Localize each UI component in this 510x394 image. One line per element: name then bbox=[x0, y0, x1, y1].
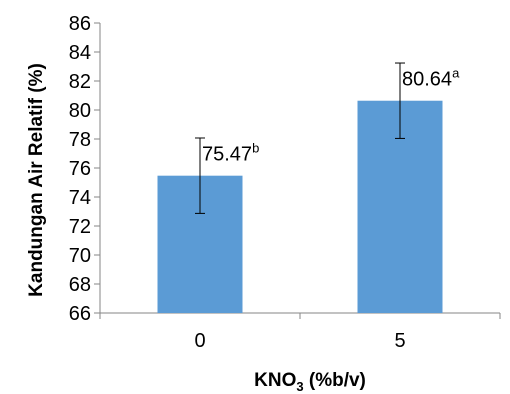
x-axis-title: KNO3 (%b/v) bbox=[254, 370, 366, 394]
y-axis: 66 68 70 72 74 76 78 80 82 84 86 bbox=[69, 13, 101, 325]
y-tick-label: 74 bbox=[69, 187, 91, 209]
x-axis-title-subscript: 3 bbox=[296, 379, 303, 394]
y-tick-label: 66 bbox=[69, 303, 91, 325]
y-tick-label: 80 bbox=[69, 100, 91, 122]
y-tick-label: 78 bbox=[69, 129, 91, 151]
x-tick-label: 0 bbox=[194, 330, 205, 352]
x-axis-title-main: KNO bbox=[254, 370, 296, 391]
y-axis-title: Kandungan Air Relatif (%) bbox=[26, 63, 47, 297]
data-label: 75.47b bbox=[202, 141, 259, 166]
y-tick-label: 82 bbox=[69, 71, 91, 93]
data-labels: 75.47b 80.64a bbox=[202, 66, 460, 166]
x-tick-label: 5 bbox=[394, 330, 405, 352]
data-label: 80.64a bbox=[402, 66, 460, 91]
x-axis-title-rest: (%b/v) bbox=[304, 370, 366, 391]
y-tick-label: 70 bbox=[69, 245, 91, 267]
y-tick-label: 86 bbox=[69, 13, 91, 35]
y-tick-label: 72 bbox=[69, 216, 91, 238]
error-bars bbox=[195, 62, 405, 214]
y-tick-label: 76 bbox=[69, 158, 91, 180]
y-tick-label: 84 bbox=[69, 42, 91, 64]
y-tick-label: 68 bbox=[69, 274, 91, 296]
